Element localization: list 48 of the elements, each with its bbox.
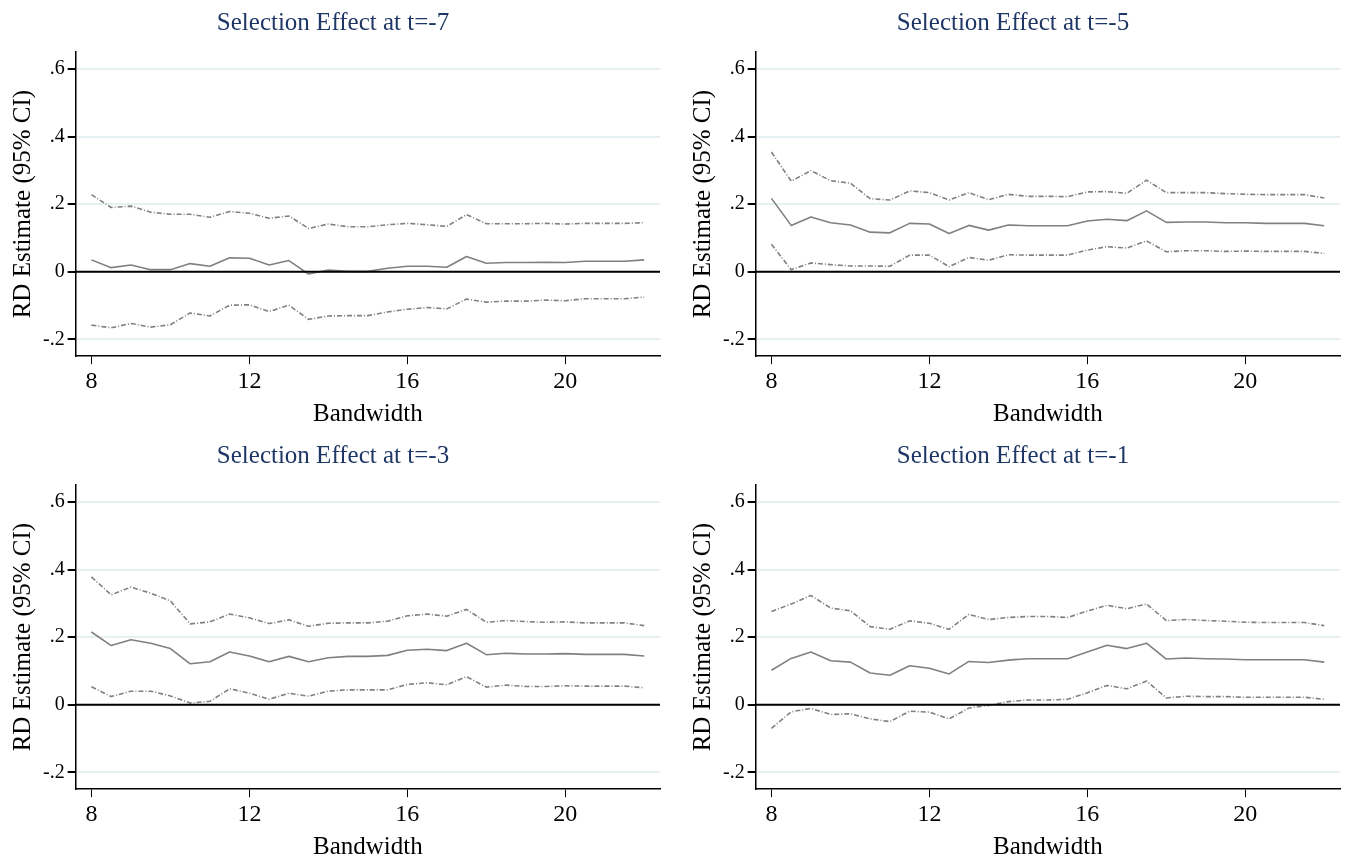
y-tick-label: .6 (49, 489, 65, 512)
y-tick-label: .4 (729, 556, 745, 579)
y-tick-label: 0 (734, 691, 745, 714)
x-tick-label: 8 (85, 799, 98, 826)
y-tick-label: 0 (54, 258, 65, 281)
y-tick-label: .2 (49, 191, 65, 214)
y-tick-label: .4 (729, 123, 745, 146)
x-tick-label: 16 (395, 366, 420, 393)
x-tick-label: 16 (1075, 366, 1100, 393)
y-axis-title: RD Estimate (95% CI) (7, 522, 36, 752)
x-axis-title: Bandwidth (312, 398, 424, 426)
y-tick-label: -.2 (42, 759, 65, 782)
x-tick-label: 12 (237, 799, 262, 826)
chart-title: Selection Effect at t=-3 (216, 440, 450, 468)
x-axis-title: Bandwidth (312, 831, 424, 859)
y-tick-label: .4 (49, 556, 65, 579)
x-tick-label: 16 (395, 799, 420, 826)
x-axis-title: Bandwidth (992, 831, 1104, 859)
y-tick-label: -.2 (722, 326, 745, 349)
y-tick-label: .2 (729, 191, 745, 214)
x-tick-label: 12 (237, 366, 262, 393)
chart-title: Selection Effect at t=-5 (896, 7, 1130, 35)
x-tick-label: 8 (765, 366, 778, 393)
x-axis-title: Bandwidth (992, 398, 1104, 426)
y-axis-title: RD Estimate (95% CI) (687, 522, 716, 752)
y-tick-label: .6 (49, 56, 65, 79)
y-tick-label: .2 (49, 624, 65, 647)
y-tick-label: .6 (729, 56, 745, 79)
chart-title: Selection Effect at t=-7 (216, 7, 450, 35)
x-tick-label: 12 (917, 799, 942, 826)
x-tick-label: 20 (553, 799, 578, 826)
x-tick-label: 8 (85, 366, 98, 393)
x-tick-label: 20 (553, 366, 578, 393)
y-tick-label: 0 (54, 691, 65, 714)
x-tick-label: 20 (1233, 799, 1258, 826)
y-tick-label: .2 (729, 624, 745, 647)
y-axis-title: RD Estimate (95% CI) (7, 89, 36, 319)
y-axis-title: RD Estimate (95% CI) (687, 89, 716, 319)
x-tick-label: 20 (1233, 366, 1258, 393)
x-tick-label: 8 (765, 799, 778, 826)
x-tick-label: 16 (1075, 799, 1100, 826)
x-tick-label: 12 (917, 366, 942, 393)
y-tick-label: -.2 (42, 326, 65, 349)
y-tick-label: 0 (734, 258, 745, 281)
y-tick-label: .4 (49, 123, 65, 146)
y-tick-label: -.2 (722, 759, 745, 782)
chart-title: Selection Effect at t=-1 (896, 440, 1130, 468)
y-tick-label: .6 (729, 489, 745, 512)
